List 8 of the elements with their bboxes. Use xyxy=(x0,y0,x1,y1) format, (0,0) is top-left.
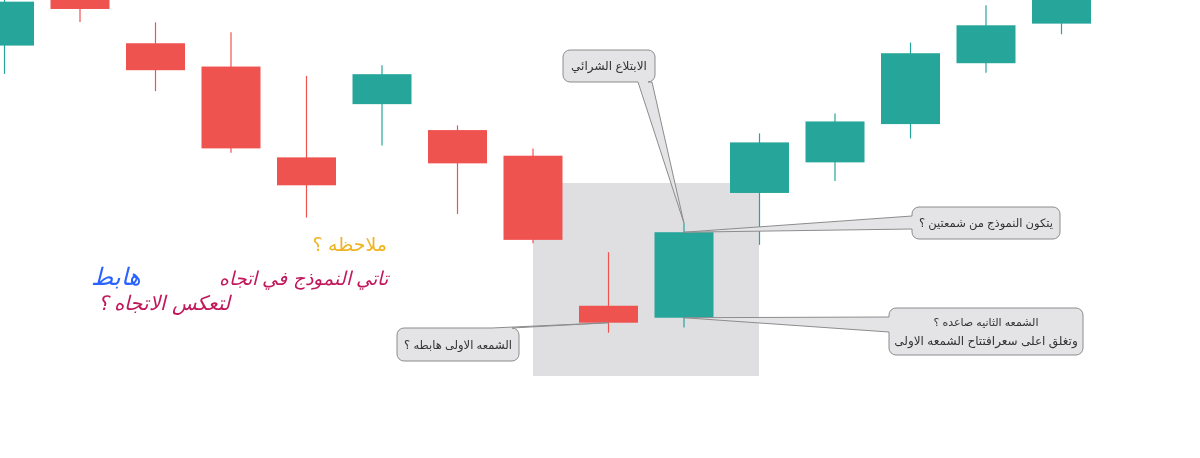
annotation: هابط xyxy=(91,263,141,290)
annotation: الشمعه الثانيه صاعده ؟ وتغلق اعلى سعرافتتاح الشمعه الاولى xyxy=(894,316,1078,349)
annotation: لتعكس الاتجاه ؟ xyxy=(97,292,233,315)
annotation: الابتلاع الشرائي xyxy=(571,59,647,75)
annotation: تاتي النموذج في اتجاه xyxy=(219,268,390,290)
annotation: ملاحظه ؟ xyxy=(312,234,387,255)
annotation: يتكون النموذج من شمعتين ؟ xyxy=(918,217,1054,232)
text: الشمعه الاولى هابطه ؟ xyxy=(404,338,512,353)
